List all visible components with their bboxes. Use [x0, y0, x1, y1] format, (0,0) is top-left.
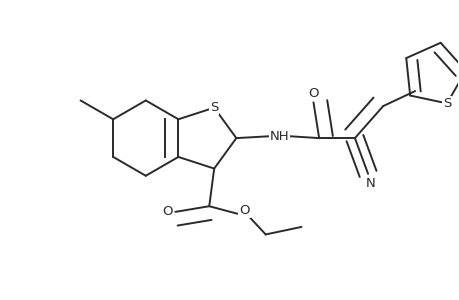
Text: S: S — [210, 101, 218, 114]
Text: NH: NH — [269, 130, 289, 143]
Text: N: N — [365, 177, 375, 190]
Text: O: O — [162, 206, 172, 218]
Text: O: O — [239, 204, 249, 217]
Text: O: O — [308, 87, 318, 100]
Text: S: S — [442, 97, 450, 110]
